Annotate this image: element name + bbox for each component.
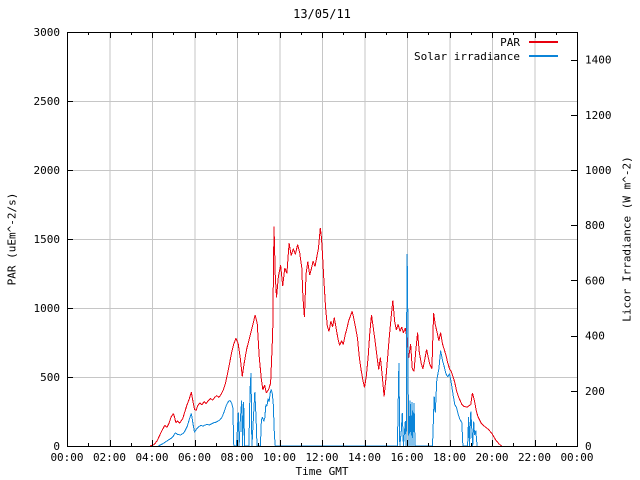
x-tick-label: 04:00 [135,451,168,464]
y-left-tick-label: 1500 [34,233,61,246]
x-tick-label: 10:00 [263,451,296,464]
y-left-axis-title: PAR (uEm^-2/s) [5,192,19,286]
x-axis-title: Time GMT [295,465,349,478]
x-tick-label: 00:00 [560,451,593,464]
y-right-tick-label: 1000 [585,164,612,177]
y-right-axis-title: Licor Irradiance (W m^-2) [620,156,634,322]
y-right-tick-label: 400 [585,330,605,343]
y-right-tick-label: 600 [585,274,605,287]
series-line-solar [158,254,478,447]
y-right-tick-label: 800 [585,219,605,232]
y-left-tick-label: 3000 [34,26,61,39]
y-right-tick-label: 0 [585,440,592,453]
y-right-tick-label: 200 [585,385,605,398]
x-tick-label: 08:00 [220,451,253,464]
x-tick-label: 16:00 [390,451,423,464]
y-left-tick-label: 2000 [34,164,61,177]
x-tick-label: 06:00 [178,451,211,464]
legend-entry-solar: Solar irradiance [414,49,558,63]
legend-label-par: PAR [500,35,520,49]
series-line-par [149,226,502,447]
x-tick-label: 20:00 [475,451,508,464]
x-tick-label: 14:00 [348,451,381,464]
y-left-tick-label: 500 [40,371,60,384]
chart-title: 13/05/11 [293,7,351,21]
legend-line-sample-par [529,41,558,43]
y-right-tick-label: 1400 [585,54,612,67]
x-tick-label: 12:00 [305,451,338,464]
y-left-tick-label: 1000 [34,302,61,315]
x-tick-label: 02:00 [93,451,126,464]
y-left-tick-label: 0 [53,440,60,453]
legend-label-solar: Solar irradiance [414,49,520,63]
legend-entry-par: PAR [500,35,558,49]
legend-line-sample-solar [529,55,558,57]
x-tick-label: 22:00 [518,451,551,464]
x-tick-label: 00:00 [50,451,83,464]
x-tick-label: 18:00 [433,451,466,464]
y-left-tick-label: 2500 [34,95,61,108]
legend: PAR Solar irradiance [414,35,558,63]
y-right-tick-label: 1200 [585,109,612,122]
